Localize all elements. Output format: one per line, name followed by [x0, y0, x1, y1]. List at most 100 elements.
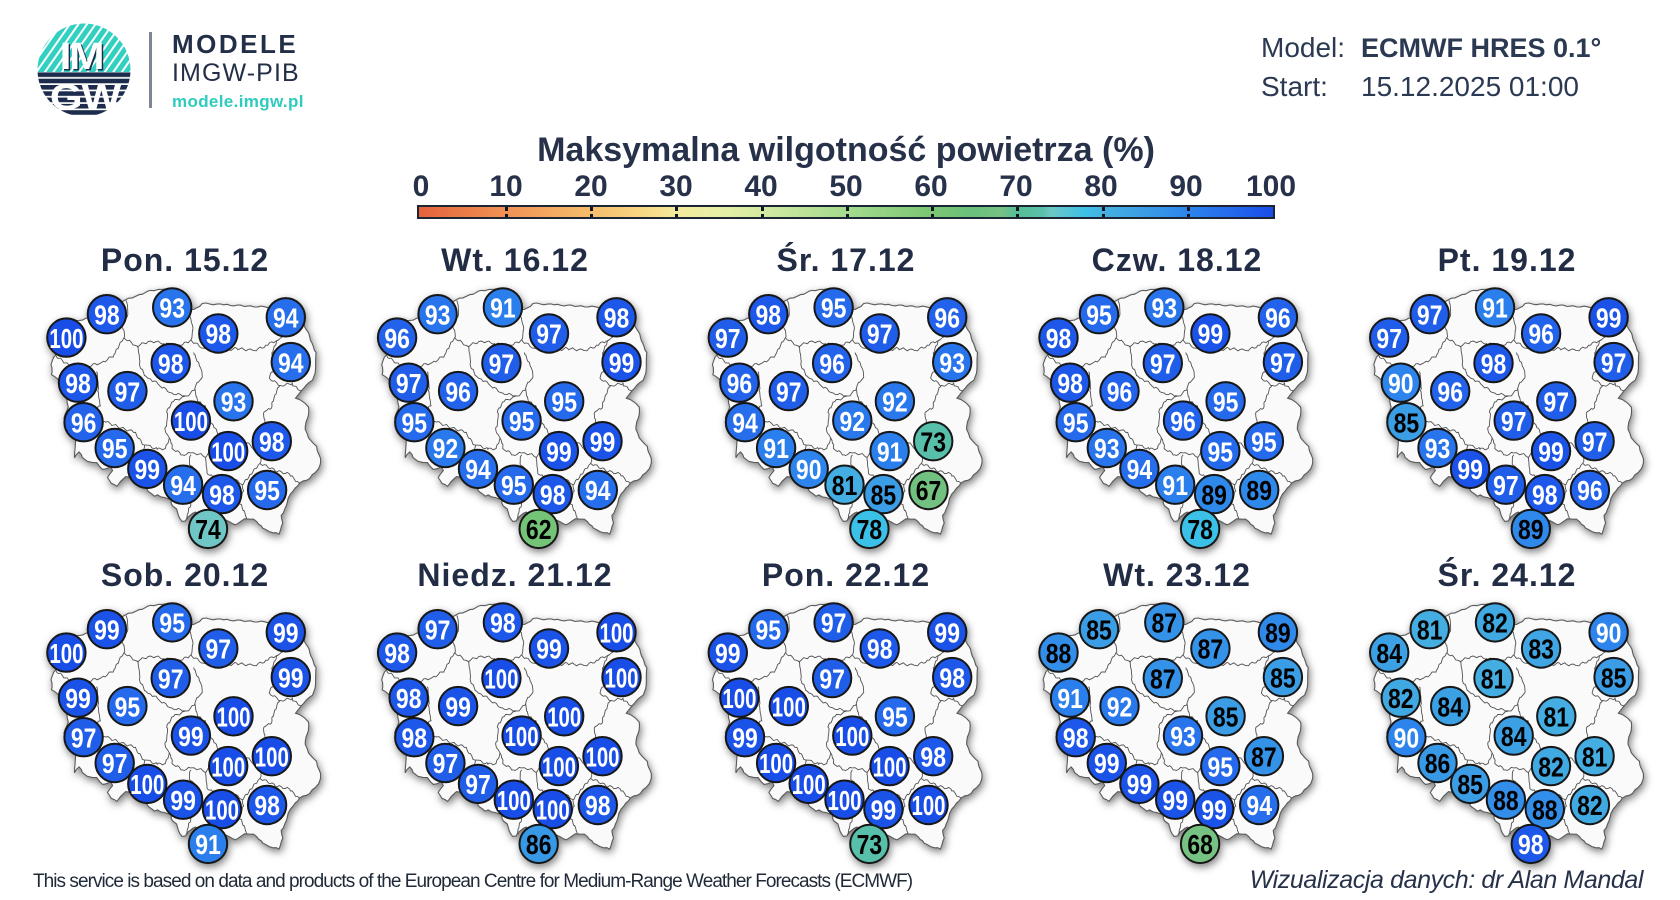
svg-text:99: 99 [1094, 749, 1120, 780]
svg-text:100: 100 [205, 795, 239, 826]
svg-text:96: 96 [727, 369, 753, 400]
svg-text:85: 85 [1086, 615, 1112, 646]
svg-text:95: 95 [1208, 437, 1234, 468]
svg-text:94: 94 [278, 348, 304, 379]
svg-text:99: 99 [135, 455, 161, 486]
svg-text:99: 99 [278, 663, 304, 694]
svg-text:100: 100 [211, 752, 245, 783]
svg-text:98: 98 [158, 349, 184, 380]
svg-text:92: 92 [840, 407, 866, 438]
svg-text:95: 95 [551, 387, 577, 418]
svg-text:87: 87 [1198, 635, 1224, 666]
svg-text:97: 97 [1501, 407, 1527, 438]
svg-text:96: 96 [384, 324, 410, 355]
svg-text:81: 81 [1481, 664, 1507, 695]
svg-text:97: 97 [433, 749, 459, 780]
svg-text:67: 67 [916, 476, 942, 507]
svg-text:GW: GW [50, 78, 121, 118]
svg-text:82: 82 [1482, 609, 1508, 640]
svg-text:97: 97 [1270, 348, 1296, 379]
svg-text:97: 97 [425, 615, 451, 646]
svg-text:87: 87 [1152, 609, 1178, 640]
svg-text:97: 97 [819, 664, 845, 695]
svg-text:97: 97 [821, 609, 847, 640]
svg-text:96: 96 [1265, 303, 1291, 334]
svg-text:83: 83 [1528, 635, 1554, 666]
svg-text:86: 86 [526, 830, 552, 861]
svg-text:98: 98 [396, 684, 422, 715]
svg-text:100: 100 [174, 407, 208, 438]
svg-text:91: 91 [1482, 294, 1508, 325]
svg-text:97: 97 [102, 749, 128, 780]
svg-text:96: 96 [71, 408, 97, 439]
svg-text:98: 98 [1063, 723, 1089, 754]
svg-text:91: 91 [490, 294, 516, 325]
svg-text:93: 93 [939, 348, 965, 379]
svg-text:100: 100 [604, 663, 638, 694]
svg-text:88: 88 [1046, 639, 1072, 670]
svg-text:98: 98 [402, 723, 428, 754]
svg-text:98: 98 [1046, 324, 1072, 355]
svg-text:100: 100 [792, 770, 826, 801]
svg-text:100: 100 [49, 324, 83, 355]
svg-text:98: 98 [585, 791, 611, 822]
svg-text:94: 94 [465, 455, 491, 486]
svg-text:99: 99 [732, 723, 758, 754]
svg-text:96: 96 [1577, 476, 1603, 507]
svg-text:90: 90 [1394, 723, 1420, 754]
svg-text:98: 98 [1057, 369, 1083, 400]
svg-text:99: 99 [273, 618, 299, 649]
svg-text:99: 99 [536, 635, 562, 666]
svg-text:95: 95 [882, 702, 908, 733]
svg-text:97: 97 [489, 349, 515, 380]
svg-text:93: 93 [1170, 722, 1196, 753]
svg-text:100: 100 [216, 702, 250, 733]
svg-text:98: 98 [209, 480, 235, 511]
svg-text:91: 91 [1057, 684, 1083, 715]
svg-text:97: 97 [715, 324, 741, 355]
svg-text:100: 100 [484, 664, 518, 695]
svg-text:100: 100 [772, 692, 806, 723]
svg-text:99: 99 [1201, 795, 1227, 826]
svg-text:81: 81 [832, 471, 858, 502]
svg-text:95: 95 [1086, 300, 1112, 331]
svg-text:93: 93 [425, 300, 451, 331]
svg-text:85: 85 [1213, 702, 1239, 733]
svg-text:93: 93 [159, 294, 185, 325]
svg-text:94: 94 [273, 303, 299, 334]
svg-text:97: 97 [206, 635, 232, 666]
svg-text:95: 95 [102, 434, 128, 465]
svg-text:82: 82 [1577, 791, 1603, 822]
svg-text:73: 73 [920, 427, 946, 458]
svg-text:87: 87 [1251, 742, 1277, 773]
svg-text:98: 98 [259, 427, 285, 458]
svg-text:98: 98 [540, 480, 566, 511]
svg-text:68: 68 [1187, 830, 1213, 861]
svg-text:97: 97 [1493, 471, 1519, 502]
svg-text:96: 96 [819, 349, 845, 380]
svg-text:97: 97 [536, 320, 562, 351]
svg-text:93: 93 [1425, 434, 1451, 465]
svg-text:87: 87 [1150, 664, 1176, 695]
svg-text:100: 100 [547, 702, 581, 733]
svg-text:IM: IM [61, 36, 104, 79]
svg-text:98: 98 [920, 742, 946, 773]
svg-text:99: 99 [1596, 303, 1622, 334]
svg-text:91: 91 [195, 830, 221, 861]
svg-text:99: 99 [1198, 320, 1224, 351]
svg-text:100: 100 [722, 684, 756, 715]
svg-text:99: 99 [1457, 455, 1483, 486]
svg-text:95: 95 [1251, 427, 1277, 458]
svg-text:90: 90 [1596, 618, 1622, 649]
svg-text:95: 95 [1208, 752, 1234, 783]
svg-text:100: 100 [911, 791, 945, 822]
svg-text:94: 94 [585, 476, 611, 507]
svg-text:93: 93 [1152, 294, 1178, 325]
svg-text:62: 62 [526, 515, 552, 546]
svg-text:92: 92 [1107, 692, 1133, 723]
svg-text:98: 98 [1532, 480, 1558, 511]
svg-text:98: 98 [384, 639, 410, 670]
svg-text:98: 98 [604, 303, 630, 334]
svg-text:99: 99 [1538, 437, 1564, 468]
svg-text:81: 81 [1544, 702, 1570, 733]
